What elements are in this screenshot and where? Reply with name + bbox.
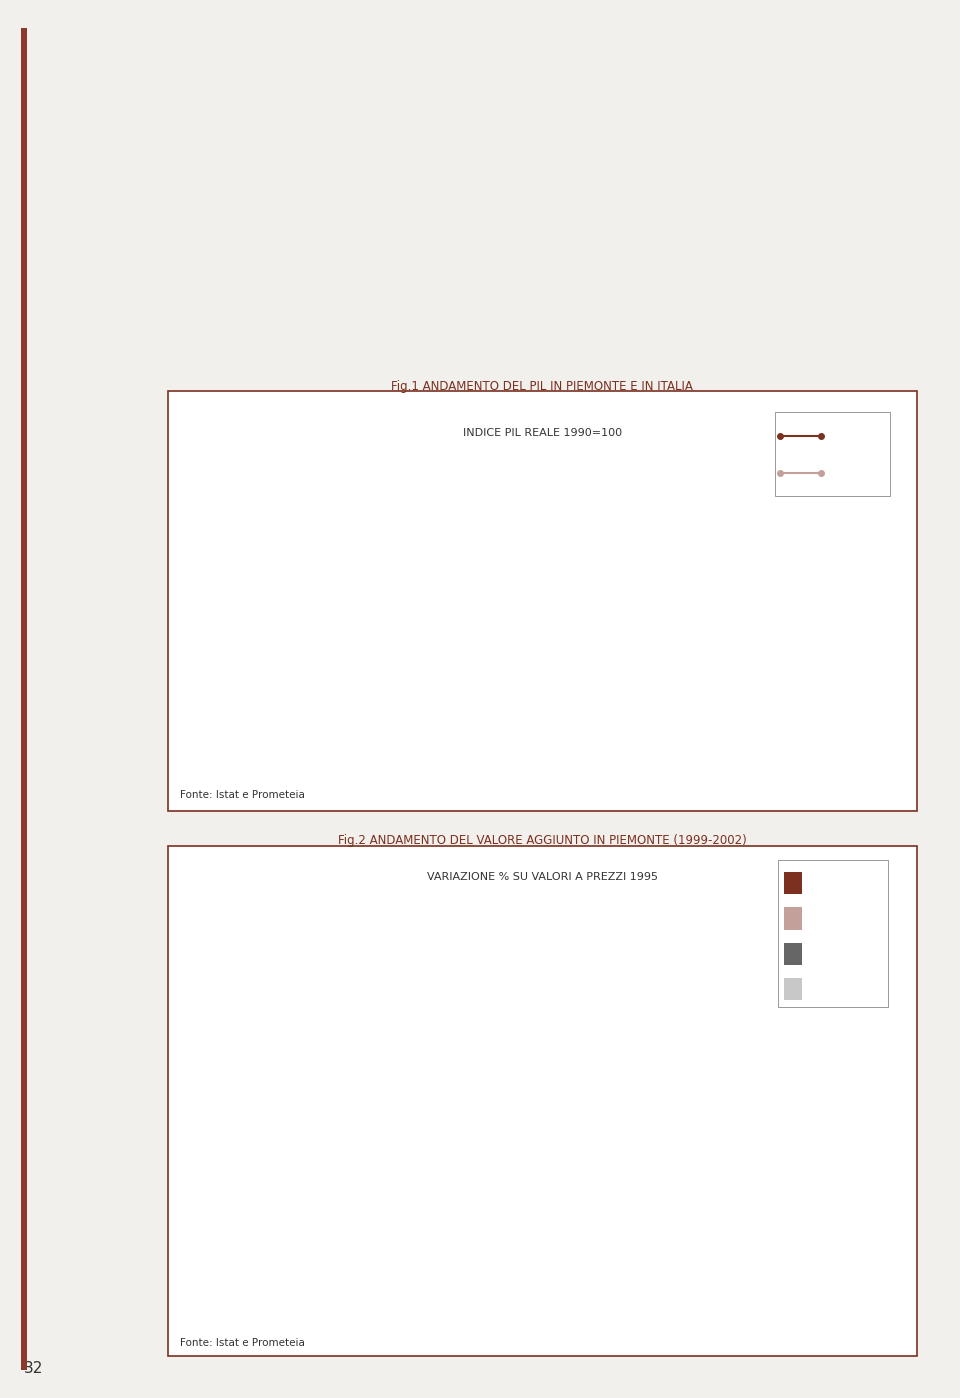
Bar — [735, 1104, 756, 1107]
Text: 5,5: 5,5 — [236, 993, 251, 1001]
Text: -5,9: -5,9 — [255, 1215, 273, 1223]
Bar — [343, 1104, 364, 1111]
Text: -0,2: -0,2 — [737, 1111, 755, 1120]
Text: VARIAZIONE % SU VALORI A PREZZI 1995: VARIAZIONE % SU VALORI A PREZZI 1995 — [427, 871, 658, 882]
Text: Piemonte: Piemonte — [828, 468, 880, 478]
Text: Italia: Italia — [828, 431, 855, 440]
Text: 0,9: 0,9 — [477, 1075, 492, 1085]
Text: 2001: 2001 — [808, 949, 836, 959]
Bar — [516, 1099, 537, 1104]
Text: 4: 4 — [612, 1019, 617, 1028]
Text: 2,2: 2,2 — [676, 1051, 690, 1061]
Text: -0,4: -0,4 — [345, 1116, 362, 1124]
Text: 2000: 2000 — [808, 913, 836, 924]
Text: 2,6: 2,6 — [697, 1044, 710, 1054]
Text: 3: 3 — [591, 1037, 597, 1046]
Bar — [452, 1015, 473, 1104]
Text: 0,1: 0,1 — [388, 1090, 402, 1099]
Text: 0: 0 — [633, 1092, 638, 1100]
Bar — [673, 1064, 693, 1104]
Text: Fonte: Istat e Prometeia: Fonte: Istat e Prometeia — [180, 790, 304, 800]
Text: INDICE PIL REALE 1990=100: INDICE PIL REALE 1990=100 — [463, 428, 622, 439]
Text: 2,7: 2,7 — [718, 1043, 732, 1051]
Text: 1999: 1999 — [808, 878, 837, 888]
Text: 2002: 2002 — [808, 984, 836, 994]
Text: 2,9: 2,9 — [566, 1039, 580, 1048]
Bar — [494, 952, 516, 1104]
Text: 8,4: 8,4 — [498, 939, 512, 948]
Bar — [714, 1055, 735, 1104]
Bar — [232, 1004, 253, 1104]
Text: Fonte: Istat e Prometeia: Fonte: Istat e Prometeia — [180, 1338, 304, 1348]
Text: -0,2: -0,2 — [407, 1111, 424, 1120]
Bar — [296, 1104, 316, 1208]
Bar — [275, 1086, 296, 1104]
Bar — [563, 1051, 584, 1104]
Bar — [605, 1032, 625, 1104]
Bar — [584, 1050, 605, 1104]
Text: -5,7: -5,7 — [298, 1211, 315, 1220]
Bar — [384, 1102, 405, 1104]
Text: 1: 1 — [282, 1074, 288, 1082]
Text: Fig.1 ANDAMENTO DEL PIL IN PIEMONTE E IN ITALIA: Fig.1 ANDAMENTO DEL PIL IN PIEMONTE E IN… — [392, 380, 693, 393]
Bar — [405, 1104, 426, 1107]
Bar — [473, 1088, 494, 1104]
Text: 4,9: 4,9 — [456, 1002, 470, 1012]
Text: 0,3: 0,3 — [518, 1086, 533, 1095]
Bar — [693, 1057, 714, 1104]
Text: 3,1: 3,1 — [367, 1036, 381, 1044]
Bar — [364, 1047, 384, 1104]
Text: Fig.2 ANDAMENTO DEL VALORE AGGIUNTO IN PIEMONTE (1999-2002): Fig.2 ANDAMENTO DEL VALORE AGGIUNTO IN P… — [338, 835, 747, 847]
Bar — [253, 1104, 275, 1211]
Text: 32: 32 — [24, 1360, 43, 1376]
